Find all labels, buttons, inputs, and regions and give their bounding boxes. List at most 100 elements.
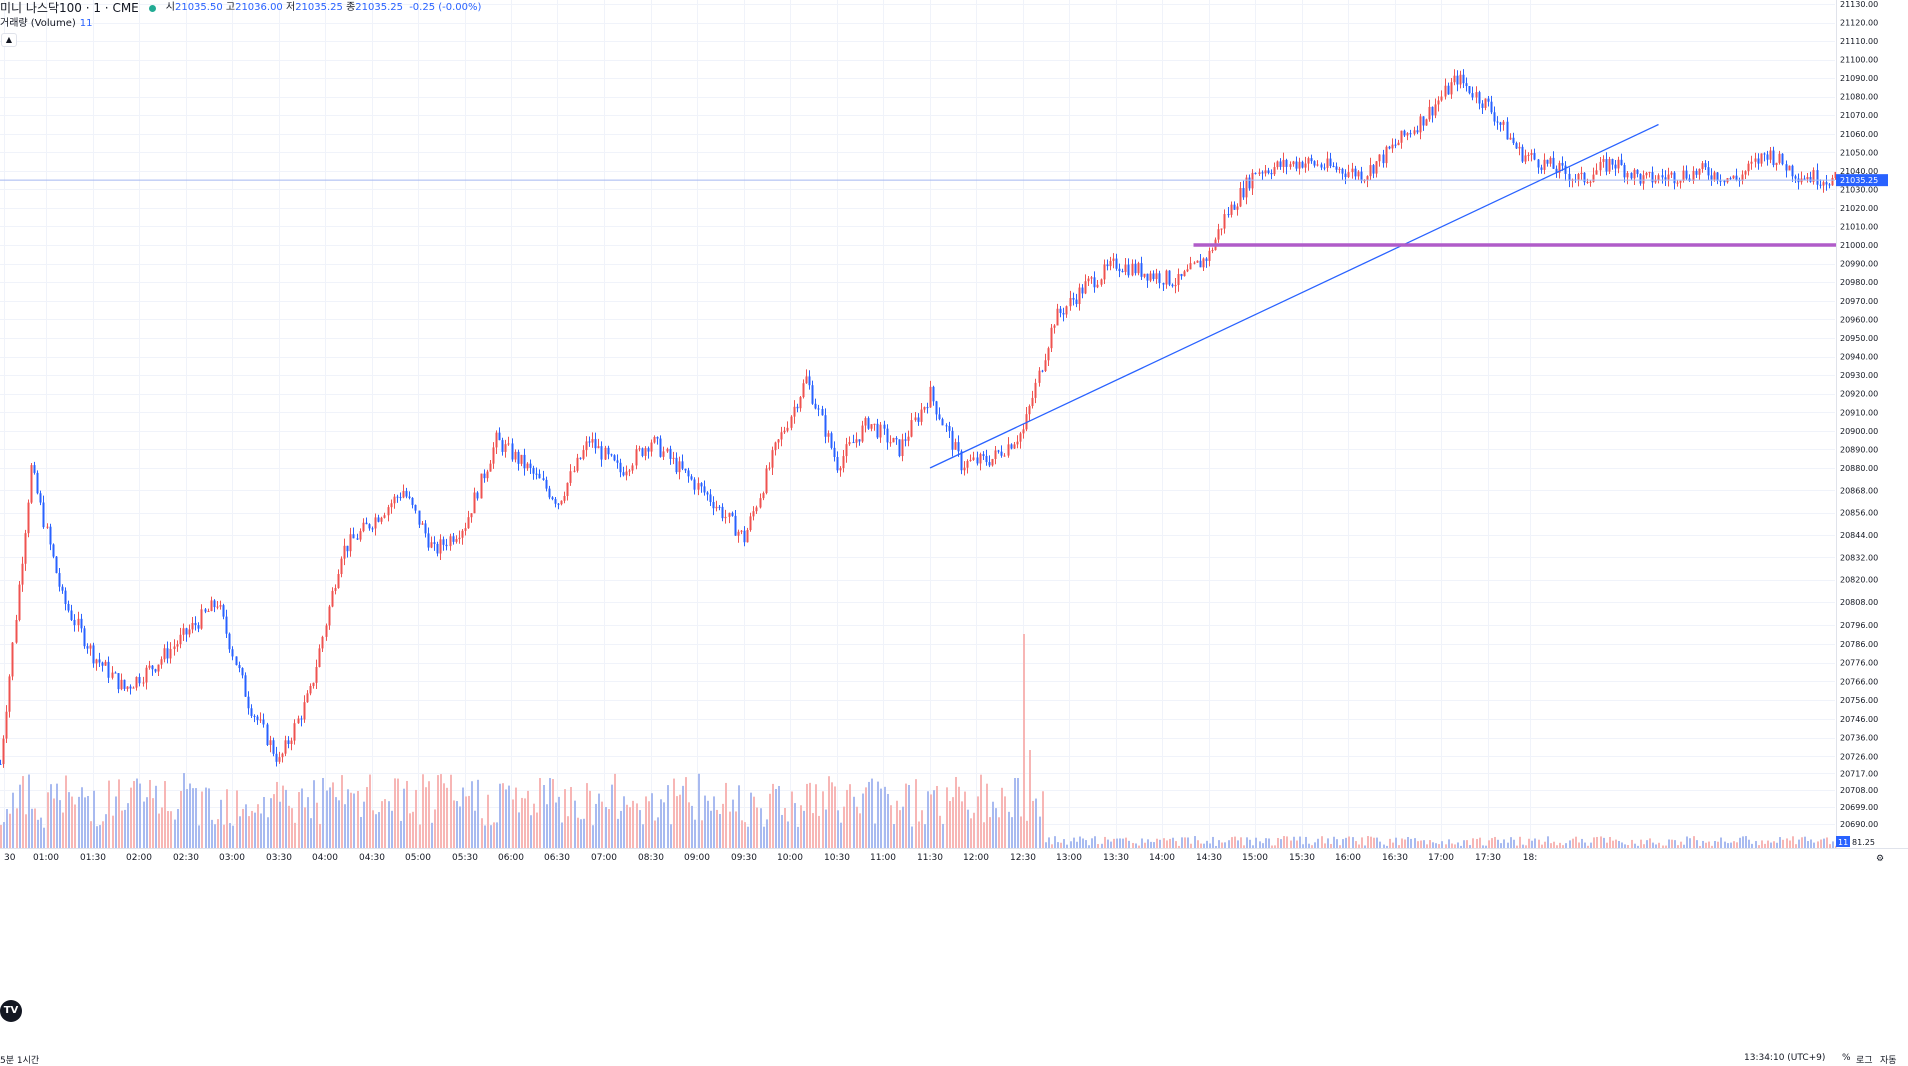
time-tick-label: 04:30 xyxy=(359,853,385,863)
volume-badge xyxy=(1836,836,1850,847)
clock[interactable]: 13:34:10 (UTC+9) xyxy=(1744,1053,1826,1063)
candle-body xyxy=(755,507,758,512)
symbol-title[interactable]: 미니 나스닥100 · 1 · CME xyxy=(0,1,139,15)
candle-body xyxy=(1239,188,1242,207)
price-axis[interactable]: 21130.00 21120.00 21110.00 21100.00 21090.00… xyxy=(1836,0,1908,848)
volume-bar xyxy=(313,780,315,848)
volume-bar xyxy=(846,789,848,848)
log-toggle[interactable]: 로그 xyxy=(1856,1056,1873,1066)
volume-bar xyxy=(112,815,114,848)
drawings[interactable] xyxy=(929,123,1908,528)
volume-bar xyxy=(632,800,634,848)
candle-body xyxy=(1701,163,1704,169)
trendline[interactable] xyxy=(929,123,1659,469)
time-tick-label: 13:00 xyxy=(1056,853,1082,863)
volume-bar xyxy=(1751,843,1753,848)
volume-bar xyxy=(732,799,734,848)
candle-body xyxy=(1357,171,1360,177)
candle-body xyxy=(480,473,483,499)
candle-body xyxy=(303,702,306,720)
volume-legend[interactable]: 거래량 (Volume) 11 xyxy=(0,18,93,29)
volume-bar xyxy=(713,796,715,848)
candle-body xyxy=(408,496,411,498)
volume-bar xyxy=(1262,843,1264,848)
volume-bar xyxy=(267,817,269,848)
volume-bar xyxy=(539,778,541,848)
volume-bar xyxy=(831,782,833,848)
volume-bar xyxy=(239,816,241,848)
volume-bar xyxy=(660,799,662,848)
chevron-up-icon[interactable]: ▲ xyxy=(1,33,17,47)
volume-bar xyxy=(1066,844,1068,848)
candle-body xyxy=(36,472,39,494)
candle-body xyxy=(11,642,14,677)
volume-bar xyxy=(1525,845,1527,848)
volume-bar xyxy=(1609,836,1611,848)
time-tick-label: 16:00 xyxy=(1335,853,1361,863)
time-tick-label: 01:30 xyxy=(80,853,106,863)
volume-bar xyxy=(1832,841,1834,848)
volume-bar xyxy=(1463,840,1465,848)
candle-body xyxy=(1834,171,1837,178)
time-tick-label: 06:30 xyxy=(544,853,570,863)
auto-toggle[interactable]: 자동 xyxy=(1880,1056,1897,1066)
volume-bar xyxy=(384,799,386,848)
candle-body xyxy=(297,718,300,724)
price-tick-label: 20756.00 xyxy=(1840,696,1878,705)
candle-body xyxy=(675,457,678,473)
volume-bar xyxy=(1305,836,1307,848)
candle-body xyxy=(594,439,597,449)
volume-bar xyxy=(698,773,700,848)
volume-bar xyxy=(995,808,997,848)
candle-body xyxy=(247,696,250,709)
volume-bar xyxy=(1572,838,1574,848)
volume-bar xyxy=(1001,787,1003,848)
volume-bar xyxy=(549,778,551,848)
volume-bar xyxy=(481,818,483,848)
candle-body xyxy=(538,473,541,479)
time-axis[interactable]: 30 01:00 01:30 02:00 02:30 03:00 03:30 04:00 04:… xyxy=(0,848,1908,865)
candle-body xyxy=(1236,206,1239,210)
volume-bar xyxy=(595,803,597,848)
percent-toggle[interactable]: % xyxy=(1842,1053,1851,1063)
candle-body xyxy=(1785,164,1788,171)
volume-bar xyxy=(34,808,36,848)
timeframe-buttons[interactable]: 5분 1시간 xyxy=(0,1056,40,1066)
volume-bar xyxy=(809,782,811,848)
volume-bar xyxy=(1178,845,1180,848)
volume-bar xyxy=(1370,836,1372,848)
time-tick-label: 05:30 xyxy=(452,853,478,863)
volume-bar xyxy=(592,825,594,848)
candle-body xyxy=(656,437,659,439)
volume-bar xyxy=(911,826,913,848)
price-tick-label: 21110.00 xyxy=(1840,37,1878,46)
volume-bar xyxy=(310,818,312,848)
candle-body xyxy=(1744,171,1747,175)
tradingview-logo-icon[interactable]: TV xyxy=(0,1000,22,1022)
volume-bar xyxy=(363,801,365,848)
volume-bar xyxy=(623,796,625,848)
price-tick-label: 20746.00 xyxy=(1840,715,1878,724)
candle-body xyxy=(1670,172,1673,175)
volume-bar xyxy=(1668,839,1670,848)
volume-bar xyxy=(1414,838,1416,848)
volume-bar xyxy=(828,776,830,848)
candle-body xyxy=(731,512,734,516)
candle-body xyxy=(1118,268,1121,272)
candle-body xyxy=(476,492,479,499)
volume-bar xyxy=(1321,836,1323,848)
candle-body xyxy=(1812,170,1815,182)
candle-body xyxy=(61,586,64,591)
candle-body xyxy=(1289,164,1292,167)
gear-icon[interactable]: ⚙ xyxy=(1876,854,1884,864)
volume-bar xyxy=(71,796,73,848)
volume-bar xyxy=(899,810,901,848)
candle-body xyxy=(709,494,712,503)
volume-bar xyxy=(787,821,789,848)
candle-body xyxy=(514,451,517,460)
candle-body xyxy=(1502,121,1505,125)
volume-bar xyxy=(248,816,250,848)
volume-bar xyxy=(1776,842,1778,848)
